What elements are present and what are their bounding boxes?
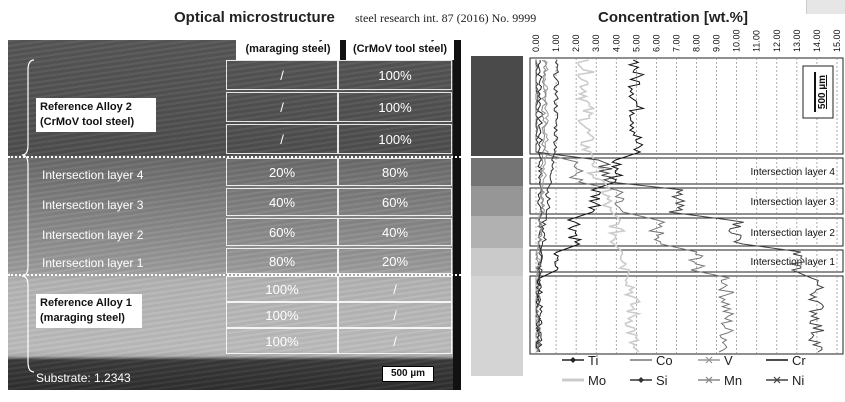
panel-label: Intersection layer 3 [751, 197, 836, 208]
cell-alloy1: 100% [226, 276, 338, 302]
cell-alloy2: 40% [338, 218, 452, 246]
cell-alloy2: 60% [338, 188, 452, 216]
legend-label: Mn [724, 373, 742, 388]
cell-alloy2: 100% [338, 124, 452, 154]
concentration-chart: 0.00 1.00 2.00 3.00 4.00 5.00 6.00 7.00 8.00 9.00… [529, 29, 844, 388]
cell-alloy2: 80% [338, 158, 452, 186]
scale-bar-right-box [802, 65, 834, 119]
x-tick-label: 2.00 [571, 34, 581, 52]
series-line-ni [535, 60, 825, 353]
shade-segment [471, 56, 523, 156]
separator-top [8, 156, 461, 158]
x-tick-label: 6.00 [651, 34, 661, 52]
x-tick-label: 11.00 [752, 30, 762, 52]
panel-label: Intersection layer 1 [751, 257, 836, 268]
legend-label: V [724, 353, 733, 368]
row-label: Intersection layer 1 [42, 256, 144, 270]
journal-citation: steel research int. 87 (2016) No. 9999 [355, 11, 537, 25]
col-header-alloy2: Reference Alloy 2 (CrMoV tool steel) [346, 40, 454, 60]
x-tick-label: 9.00 [712, 34, 722, 52]
col-header-alloy1-text: Reference Alloy 1 (maraging steel) [242, 40, 334, 55]
chart-panel [529, 217, 844, 247]
cell-alloy1: 60% [226, 218, 338, 246]
col-header-alloy2-text: Reference Alloy 2 (CrMoV tool steel) [352, 40, 448, 55]
legend-marker [638, 377, 644, 383]
microstructure-image: Reference Alloy 1 (maraging steel) Refer… [8, 40, 461, 390]
legend-label: Co [656, 353, 673, 368]
right-title: Concentration [wt.%] [598, 9, 748, 26]
cell-alloy1: / [226, 60, 338, 90]
x-tick-label: 12.00 [772, 29, 782, 52]
x-tick-label: 10.00 [732, 29, 742, 52]
cell-alloy1: 80% [226, 248, 338, 274]
x-tick-label: 13.00 [792, 29, 802, 52]
cell-alloy2: / [338, 328, 452, 354]
series-line-ti [536, 59, 544, 353]
shade-segment [471, 216, 523, 248]
cell-alloy2: 20% [338, 248, 452, 274]
cell-alloy1: / [226, 124, 338, 154]
cell-alloy1: 100% [226, 328, 338, 354]
x-tick-label: 3.00 [591, 34, 601, 52]
shade-segment [471, 158, 523, 186]
x-tick-label: 8.00 [692, 34, 702, 52]
ref-alloy2-label: Reference Alloy 2 (CrMoV tool steel) [36, 98, 156, 132]
row-label: Intersection layer 4 [42, 168, 144, 182]
x-tick-label: 7.00 [671, 34, 681, 52]
x-tick-label: 15.00 [832, 29, 842, 52]
x-tick-label: 4.00 [611, 34, 621, 52]
shade-segment [471, 248, 523, 276]
cell-alloy1: 100% [226, 302, 338, 328]
panel-label: Intersection layer 4 [751, 167, 836, 178]
row-label: Intersection layer 2 [42, 228, 144, 242]
cell-alloy1: 20% [226, 158, 338, 186]
image-edge [453, 40, 461, 390]
legend-marker [570, 357, 576, 363]
shade-segment [471, 276, 523, 376]
cell-alloy2: 100% [338, 60, 452, 90]
legend-marker [705, 376, 713, 384]
x-tick-label: 14.00 [812, 29, 822, 52]
col-separator [340, 40, 346, 60]
cell-alloy2: 100% [338, 92, 452, 122]
separator-bottom [8, 274, 461, 276]
page-corner [806, 0, 845, 14]
legend-marker [773, 376, 781, 384]
layer-brackets [21, 59, 35, 373]
legend-label: Cr [792, 353, 806, 368]
x-tick-label: 0.00 [531, 34, 541, 52]
panel-label: Intersection layer 2 [751, 228, 836, 239]
series-line-v [535, 59, 550, 353]
substrate-label: Substrate: 1.2343 [36, 371, 131, 385]
chart-panel [529, 275, 844, 355]
col-header-alloy1: Reference Alloy 1 (maraging steel) [236, 40, 340, 60]
row-label: Intersection layer 3 [42, 198, 144, 212]
legend-label: Ti [588, 353, 598, 368]
scale-bar-left: 500 µm [382, 366, 434, 382]
cell-alloy1: 40% [226, 188, 338, 216]
cell-alloy2: / [338, 276, 452, 302]
x-tick-label: 5.00 [631, 34, 641, 52]
chart-panel [529, 57, 844, 155]
series-line-mn [535, 59, 547, 353]
cell-alloy1: / [226, 92, 338, 122]
scale-bar-right-label: 500 µm [817, 75, 828, 109]
x-tick-label: 1.00 [551, 34, 561, 52]
ref-alloy1-label: Reference Alloy 1 (maraging steel) [36, 294, 142, 328]
series-line-si [535, 59, 560, 353]
cell-alloy2: / [338, 302, 452, 328]
left-title: Optical microstructure [174, 9, 335, 26]
legend-marker [705, 356, 713, 364]
shade-segment [471, 186, 523, 216]
legend-label: Mo [588, 373, 606, 388]
series-line-mo [575, 59, 642, 353]
legend-label: Ni [792, 373, 804, 388]
legend-label: Si [656, 373, 668, 388]
chart-panel [529, 187, 844, 215]
